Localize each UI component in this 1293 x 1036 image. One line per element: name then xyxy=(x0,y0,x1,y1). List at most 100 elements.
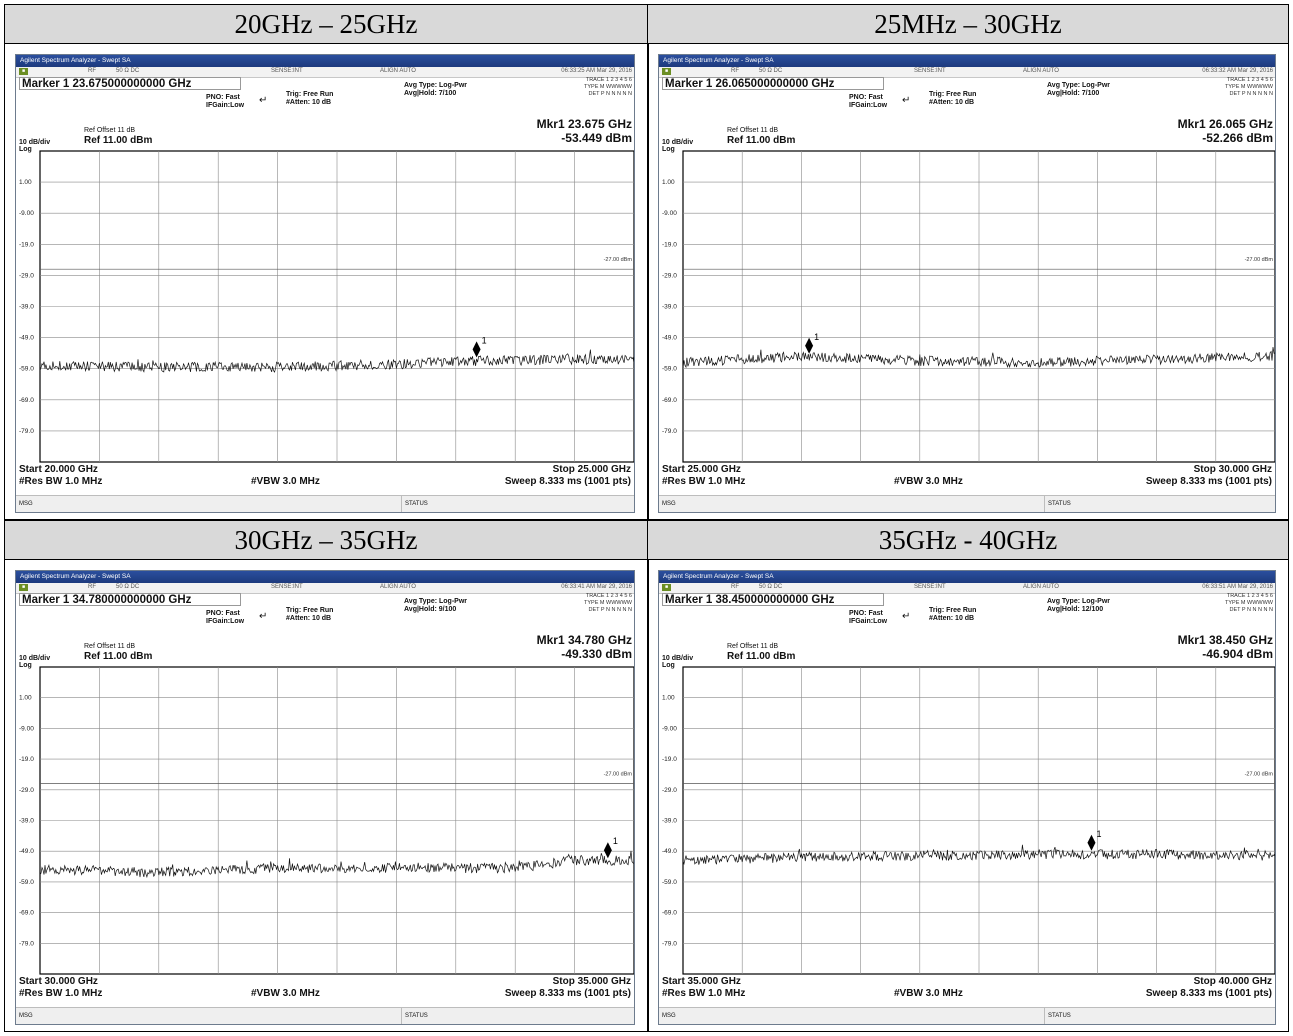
status-timestamp: 06:33:32 AM Mar 29, 2016 xyxy=(1202,68,1273,74)
marker-diamond[interactable] xyxy=(1087,834,1096,851)
log-label: Log xyxy=(662,662,675,669)
status-divider xyxy=(401,496,402,512)
start-frequency: Start 25.000 GHz xyxy=(662,464,741,475)
y-tick-label: -19.0 xyxy=(19,756,34,763)
stop-frequency: Stop 25.000 GHz xyxy=(552,464,631,475)
spectrum-analyzer-window: Agilent Spectrum Analyzer - Swept SA ■ RF 5… xyxy=(658,54,1276,513)
trace-row: TRACE 1 2 3 4 5 6 xyxy=(1226,593,1273,599)
ifgain-label: IFGain:Low xyxy=(849,618,888,625)
trigger-icon: ↵ xyxy=(902,611,911,622)
status-bar: ■ RF 50 Ω DC SENSE:INT ALIGN AUTO 06:33:25 AM… xyxy=(16,67,634,78)
video-bandwidth: #VBW 3.0 MHz xyxy=(251,988,320,999)
function-icon: ■ xyxy=(19,584,28,591)
y-tick-label: -39.0 xyxy=(662,304,677,311)
y-tick-label: -69.0 xyxy=(19,910,34,917)
spectrum-plot: 1.00 -9.00 -19.0 -29.0 -39.0 -49.0 -59.0 -69.0 -… xyxy=(19,666,634,975)
status-impedance: 50 Ω DC xyxy=(116,584,140,590)
status-sense: SENSE:INT xyxy=(914,584,946,590)
ifgain-label: IFGain:Low xyxy=(206,102,245,109)
pno-label: PNO: Fast xyxy=(849,94,883,101)
status-label: STATUS xyxy=(405,501,428,507)
video-bandwidth: #VBW 3.0 MHz xyxy=(251,476,320,487)
message-bar: MSG STATUS xyxy=(659,1007,1275,1024)
status-bar: ■ RF 50 Ω DC SENSE:INT ALIGN AUTO 06:33:51 AM… xyxy=(659,583,1275,594)
trace-indicator: TRACE 1 2 3 4 5 6 TYPE M WWWWW DET P N N N… xyxy=(584,77,632,98)
y-tick-label: -79.0 xyxy=(662,428,677,435)
stop-frequency: Stop 30.000 GHz xyxy=(1193,464,1272,475)
marker-frequency-field[interactable]: Marker 1 34.780000000000 GHz xyxy=(19,593,241,606)
log-label: Log xyxy=(19,146,32,153)
ref-offset-label: Ref Offset 11 dB xyxy=(84,127,136,134)
trigger-icon: ↵ xyxy=(259,95,268,106)
y-tick-label: -29.0 xyxy=(662,272,677,279)
message-bar: MSG STATUS xyxy=(16,495,634,512)
pno-label: PNO: Fast xyxy=(206,94,240,101)
marker-readout-frequency: Mkr1 34.780 GHz xyxy=(536,633,632,647)
app-title-bar: Agilent Spectrum Analyzer - Swept SA xyxy=(16,571,634,583)
trace-row: DET P N N N N N xyxy=(1229,91,1274,97)
y-tick-label: -59.0 xyxy=(662,879,677,886)
marker-frequency-field[interactable]: Marker 1 38.450000000000 GHz xyxy=(662,593,884,606)
status-bar: ■ RF 50 Ω DC SENSE:INT ALIGN AUTO 06:33:32 AM… xyxy=(659,67,1275,78)
scale-label: 10 dB/div xyxy=(19,655,51,662)
panel-3: 30GHz – 35GHz Agilent Spectrum Analyzer -… xyxy=(5,521,647,1031)
y-tick-label: -19.0 xyxy=(662,241,677,248)
trace-row: TRACE 1 2 3 4 5 6 xyxy=(1226,77,1273,83)
trigger-icon: ↵ xyxy=(902,95,911,106)
marker-diamond[interactable] xyxy=(805,337,814,354)
y-tick-label: -69.0 xyxy=(662,910,677,917)
spectrum-plot: 1.00 -9.00 -19.0 -29.0 -39.0 -49.0 -59.0 -69.0 -… xyxy=(19,150,634,463)
trace-line xyxy=(39,850,634,879)
status-divider xyxy=(401,1008,402,1024)
status-impedance: 50 Ω DC xyxy=(759,68,783,74)
trace-row: TRACE 1 2 3 4 5 6 xyxy=(585,593,632,599)
status-rf: RF xyxy=(731,68,739,74)
resolution-bandwidth: #Res BW 1.0 MHz xyxy=(662,476,746,487)
y-tick-label: -79.0 xyxy=(19,428,34,435)
resolution-bandwidth: #Res BW 1.0 MHz xyxy=(19,988,103,999)
resolution-bandwidth: #Res BW 1.0 MHz xyxy=(662,988,746,999)
function-icon: ■ xyxy=(19,68,28,75)
y-tick-label: -39.0 xyxy=(19,304,34,311)
msg-label: MSG xyxy=(19,1013,33,1019)
avg-type-label: Avg Type: Log-Pwr xyxy=(1047,82,1110,89)
marker-frequency-field[interactable]: Marker 1 23.675000000000 GHz xyxy=(19,77,241,90)
avg-hold-label: Avg|Hold: 9/100 xyxy=(404,606,457,613)
y-tick-label: -69.0 xyxy=(19,397,34,404)
spectrum-analyzer-window: Agilent Spectrum Analyzer - Swept SA ■ RF 5… xyxy=(15,54,635,513)
table-divider-horizontal xyxy=(5,519,1288,521)
trace-row: TYPE M WWWWW xyxy=(584,600,632,606)
marker-frequency-field[interactable]: Marker 1 26.065000000000 GHz xyxy=(662,77,884,90)
message-bar: MSG STATUS xyxy=(16,1007,634,1024)
y-tick-label: -59.0 xyxy=(19,879,34,886)
limit-line-label: -27.00 dBm xyxy=(1245,772,1274,778)
ref-level-label: Ref 11.00 dBm xyxy=(84,651,153,662)
pno-label: PNO: Fast xyxy=(849,610,883,617)
app-title-bar: Agilent Spectrum Analyzer - Swept SA xyxy=(16,55,634,67)
panel-4: 35GHz - 40GHz Agilent Spectrum Analyzer -… xyxy=(648,521,1288,1031)
trigger-label: Trig: Free Run xyxy=(929,607,977,614)
y-tick-label: -29.0 xyxy=(19,787,34,794)
status-sense: SENSE:INT xyxy=(914,68,946,74)
avg-hold-label: Avg|Hold: 7/100 xyxy=(404,90,457,97)
y-tick-label: -59.0 xyxy=(662,366,677,373)
marker-diamond[interactable] xyxy=(603,842,612,859)
y-tick-label: -49.0 xyxy=(662,848,677,855)
limit-line-label: -27.00 dBm xyxy=(1245,257,1274,263)
y-tick-label: -49.0 xyxy=(19,335,34,342)
y-tick-label: -9.00 xyxy=(19,210,34,217)
trigger-label: Trig: Free Run xyxy=(286,91,334,98)
status-rf: RF xyxy=(88,68,96,74)
trace-line xyxy=(682,844,1275,866)
function-icon: ■ xyxy=(662,68,671,75)
trace-row: TYPE M WWWWW xyxy=(584,84,632,90)
ifgain-label: IFGain:Low xyxy=(206,618,245,625)
marker-readout-amplitude: -53.449 dBm xyxy=(561,131,632,145)
status-impedance: 50 Ω DC xyxy=(116,68,140,74)
marker-diamond[interactable] xyxy=(472,341,481,358)
spectrum-analyzer-window: Agilent Spectrum Analyzer - Swept SA ■ RF 5… xyxy=(15,570,635,1025)
spectrum-plot: 1.00 -9.00 -19.0 -29.0 -39.0 -49.0 -59.0 -69.0 -… xyxy=(662,666,1275,975)
status-timestamp: 06:33:41 AM Mar 29, 2016 xyxy=(561,584,632,590)
trigger-label: Trig: Free Run xyxy=(286,607,334,614)
trigger-icon: ↵ xyxy=(259,611,268,622)
